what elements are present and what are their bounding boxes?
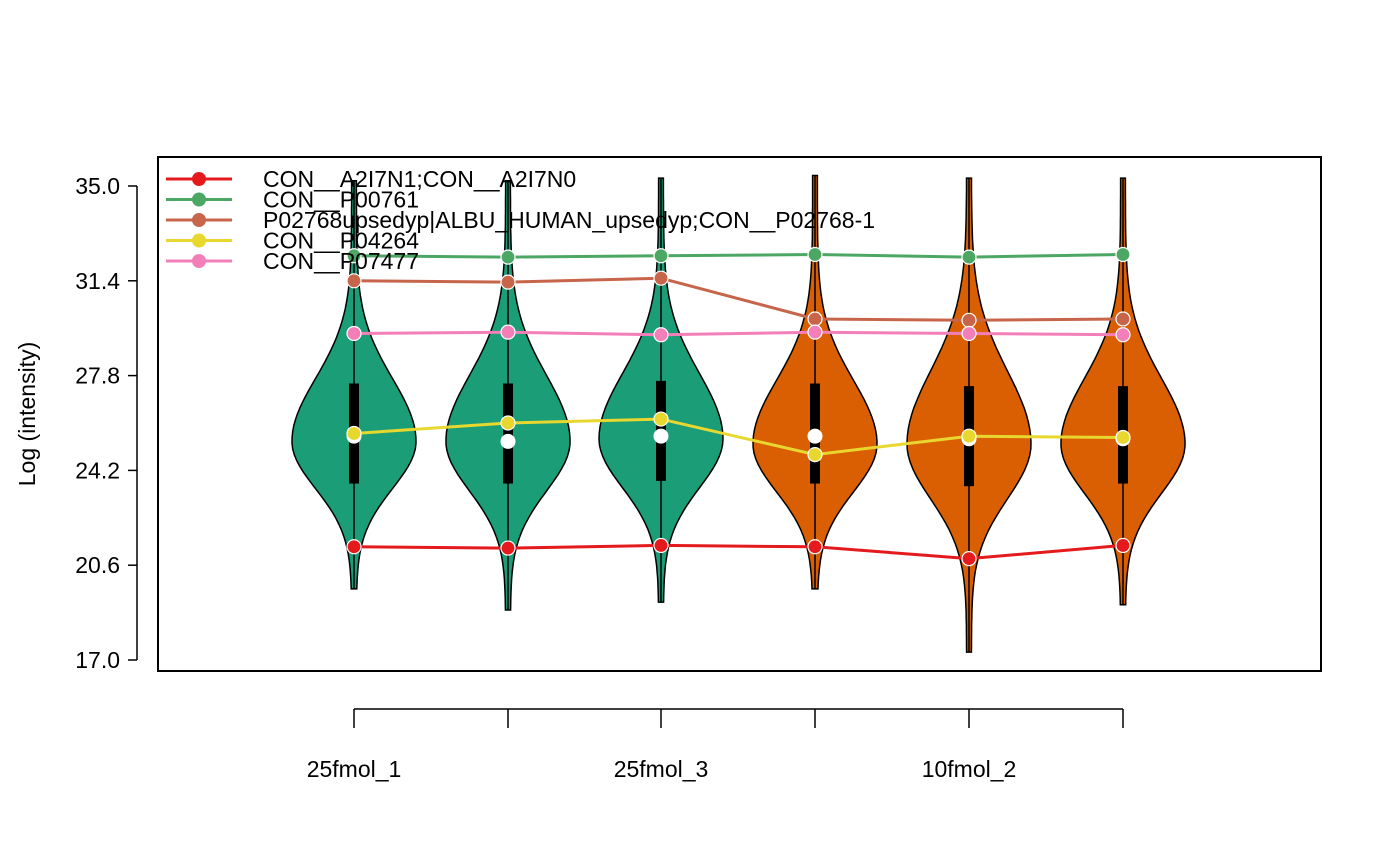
series-point-2-1 — [500, 274, 516, 290]
series-lines-layer — [346, 246, 1131, 567]
y-tick-label: 20.6 — [75, 552, 120, 578]
violin-median-25fmol_3 — [653, 428, 669, 444]
series-point-0-4 — [961, 551, 977, 567]
violin-median-25fmol_2 — [500, 433, 516, 449]
series-point-4-3 — [807, 324, 823, 340]
legend-label-0: CON__A2I7N1;CON__A2I7N0 — [263, 166, 576, 192]
series-point-2-4 — [961, 312, 977, 328]
y-axis: 17.0 20.6 24.2 27.8 31.4 35.0 — [75, 173, 138, 673]
series-point-0-0 — [346, 539, 362, 555]
series-point-3-1 — [500, 415, 516, 431]
legend-label-2: P02768upsedyp|ALBU_HUMAN_upsedyp;CON__P0… — [263, 207, 875, 233]
plot-frame — [157, 156, 1322, 672]
series-point-4-0 — [346, 325, 362, 342]
series-point-1-4 — [961, 249, 977, 265]
violins-layer — [291, 174, 1186, 653]
series-line-4 — [353, 330, 1124, 337]
legend-label-4: CON__P07477 — [263, 248, 419, 274]
series-point-2-3 — [807, 311, 823, 327]
series-point-1-5 — [1115, 246, 1131, 263]
x-tick-label: 25fmol_1 — [307, 756, 402, 782]
series-point-0-5 — [1115, 537, 1131, 554]
legend-marker-1 — [192, 192, 206, 207]
y-tick-label: 31.4 — [75, 268, 120, 294]
series-point-3-2 — [653, 411, 669, 427]
series-line-1 — [353, 252, 1124, 259]
series-point-4-1 — [500, 324, 516, 340]
y-tick-label: 27.8 — [75, 363, 120, 389]
series-point-1-2 — [653, 248, 669, 264]
legend-marker-3 — [192, 233, 206, 248]
legend-marker-2 — [192, 213, 206, 227]
series-point-2-0 — [346, 273, 362, 289]
series-point-3-4 — [961, 428, 977, 444]
x-axis: 25fmol_1 25fmol_3 10fmol_2 — [307, 708, 1124, 782]
legend-marker-0 — [192, 172, 206, 186]
series-line-0 — [353, 543, 1124, 561]
series-line-2 — [353, 276, 1124, 322]
y-tick-label: 24.2 — [75, 457, 120, 483]
series-point-0-1 — [500, 540, 516, 556]
legend-label-3: CON__P04264 — [263, 228, 419, 254]
series-point-4-4 — [961, 325, 977, 342]
y-tick-label: 17.0 — [75, 647, 120, 673]
series-point-1-3 — [807, 246, 823, 263]
series-point-4-5 — [1115, 327, 1131, 343]
y-tick-label: 35.0 — [75, 173, 120, 199]
y-axis-title: Log (intensity) — [14, 342, 40, 486]
violin-box-25fmol_2 — [503, 383, 513, 484]
series-point-0-3 — [807, 539, 823, 555]
series-point-1-0 — [346, 248, 362, 264]
x-tick-label: 25fmol_3 — [614, 756, 709, 782]
x-tick-label: 10fmol_2 — [922, 756, 1017, 782]
series-line-3 — [353, 417, 1124, 457]
series-point-3-3 — [807, 447, 823, 463]
series-point-3-0 — [346, 425, 362, 442]
legend-label-1: CON__P00761 — [263, 187, 419, 213]
series-point-2-2 — [653, 270, 669, 286]
series-point-0-2 — [653, 537, 669, 554]
violin-median-10fmol_1 — [807, 428, 823, 444]
legend-marker-4 — [192, 254, 206, 268]
series-point-2-5 — [1115, 311, 1131, 327]
legend: CON__A2I7N1;CON__A2I7N0CON__P00761P02768… — [166, 166, 875, 274]
series-point-1-1 — [500, 249, 516, 265]
series-point-3-5 — [1115, 429, 1131, 446]
series-point-4-2 — [653, 327, 669, 343]
